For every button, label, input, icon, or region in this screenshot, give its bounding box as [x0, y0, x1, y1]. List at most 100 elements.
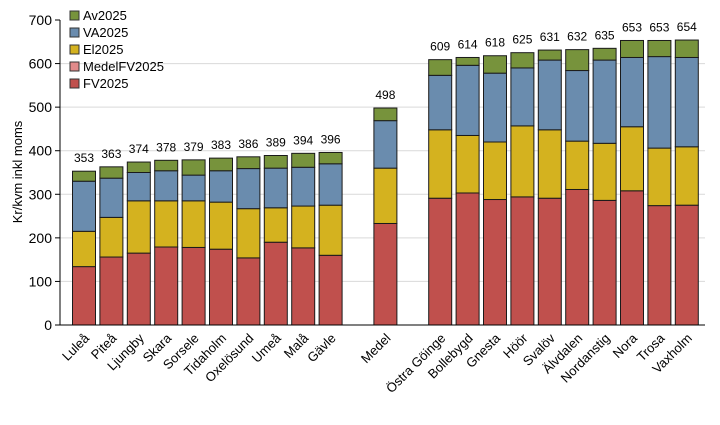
- bar-segment-el2025: [592, 142, 617, 201]
- bar-segment-el2025: [510, 125, 535, 198]
- bar-segment-fv2025: [592, 199, 617, 326]
- bar-segment-fv2025: [428, 197, 453, 326]
- bar-segment-el2025: [455, 134, 480, 194]
- bar-segment-fv2025: [99, 256, 124, 326]
- bar-segment-fv2025: [537, 197, 562, 326]
- data-label-total: 383: [211, 138, 231, 152]
- data-label-total: 396: [321, 132, 341, 146]
- legend-swatch: [69, 44, 80, 55]
- bar-segment-va2025: [318, 163, 343, 206]
- bar-segment-av2025: [154, 159, 179, 172]
- x-tick-label: Luleå: [59, 330, 93, 364]
- legend-swatch: [69, 27, 80, 38]
- bar-segment-fv2025: [647, 205, 672, 326]
- bar-segment-va2025: [592, 59, 617, 144]
- bar-segment-av2025: [236, 156, 261, 170]
- y-tick-label: 500: [29, 99, 53, 115]
- bar-segment-el2025: [154, 200, 179, 248]
- data-label-total: 374: [129, 142, 149, 156]
- bar-segment-av2025: [318, 151, 343, 165]
- bar-segment-av2025: [537, 49, 562, 61]
- bar-segment-va2025: [455, 64, 480, 136]
- legend-label: VA2025: [83, 25, 128, 40]
- bar-segment-va2025: [620, 56, 644, 128]
- bar-segment-el2025: [126, 200, 151, 254]
- data-label-total: 379: [184, 140, 204, 154]
- bar-segment-fv2025: [674, 204, 699, 326]
- y-tick-label: 200: [29, 230, 53, 246]
- bar-segment-va2025: [565, 70, 590, 142]
- bar-segment-fv2025: [455, 192, 480, 326]
- x-tick-label: Umeå: [249, 330, 285, 366]
- bar-segment-fv2025: [154, 246, 179, 326]
- y-tick-label: 400: [29, 143, 53, 159]
- legend-label: FV2025: [83, 76, 129, 91]
- bar-segment-av2025: [620, 39, 644, 58]
- bar-segment-va2025: [483, 72, 507, 143]
- bar-segment-fv2025: [209, 248, 233, 326]
- data-label-total: 394: [293, 133, 313, 147]
- bar-segment-av2025: [592, 47, 617, 61]
- bar-segment-va2025: [263, 167, 288, 209]
- y-tick-label: 300: [29, 186, 53, 202]
- bar-segment-av2025: [291, 152, 316, 168]
- data-label-total: 653: [649, 20, 669, 34]
- bar-segment-fv2025: [620, 190, 644, 326]
- legend-swatch: [69, 61, 80, 72]
- bar-segment-fv2025: [565, 188, 590, 326]
- bar-segment-el2025: [565, 140, 590, 190]
- bar-segment-va2025: [674, 56, 699, 148]
- data-label-total: 654: [677, 20, 697, 34]
- y-tick-label: 600: [29, 56, 53, 72]
- x-tick-label: Gävle: [304, 331, 339, 366]
- bar-segment-va2025: [99, 177, 124, 218]
- legend-swatch: [69, 10, 80, 21]
- data-label-total: 389: [266, 136, 286, 150]
- bar-segment-va2025: [236, 168, 261, 210]
- bar-segment-va2025: [126, 172, 151, 202]
- bar-segment-va2025: [209, 170, 233, 203]
- bar-segment-va2025: [181, 174, 206, 202]
- bar-segment-av2025: [181, 159, 206, 176]
- bar-segment-el2025: [674, 146, 699, 206]
- bar-segment-av2025: [99, 166, 124, 179]
- bar-segment-av2025: [455, 56, 480, 66]
- data-label-total: 653: [622, 20, 642, 34]
- bar-segment-el2025: [428, 129, 453, 199]
- bar-segment-av2025: [72, 170, 96, 182]
- data-label-total: 618: [485, 36, 505, 50]
- bar-segment-va2025: [537, 59, 562, 131]
- bar-segment-va2025: [291, 166, 316, 207]
- legend-swatch: [69, 78, 80, 89]
- bar-segment-va2025: [647, 56, 672, 149]
- bar-segment-fv2025: [263, 241, 288, 326]
- bar-segment-av2025: [483, 55, 507, 74]
- bar-segment-fv2025: [373, 222, 398, 326]
- bar-segment-el2025: [263, 207, 288, 243]
- bar-segment-va2025: [428, 74, 453, 131]
- data-label-total: 614: [458, 37, 478, 51]
- data-label-total: 378: [156, 140, 176, 154]
- data-label-total: 498: [375, 88, 395, 102]
- bar-segment-av2025: [373, 107, 398, 122]
- bar-segment-fv2025: [318, 254, 343, 326]
- y-tick-label: 700: [29, 12, 53, 28]
- bar-segment-el2025: [373, 167, 398, 224]
- bar-segment-fv2025: [483, 199, 507, 326]
- y-axis-label: Kr/kvm inkl moms: [10, 120, 25, 223]
- legend-label: Av2025: [83, 8, 127, 23]
- bar-segment-fv2025: [510, 196, 535, 326]
- data-label-total: 386: [238, 137, 258, 151]
- bar-segment-va2025: [154, 170, 179, 202]
- bar-segment-el2025: [181, 200, 206, 248]
- bar-segment-el2025: [99, 216, 124, 258]
- bar-segment-av2025: [209, 157, 233, 172]
- data-label-total: 609: [430, 40, 450, 54]
- bar-segment-fv2025: [181, 246, 206, 326]
- bar-segment-el2025: [318, 204, 343, 256]
- bar-segment-el2025: [647, 147, 672, 207]
- bar-segment-va2025: [72, 180, 96, 232]
- bar-segment-av2025: [126, 161, 151, 174]
